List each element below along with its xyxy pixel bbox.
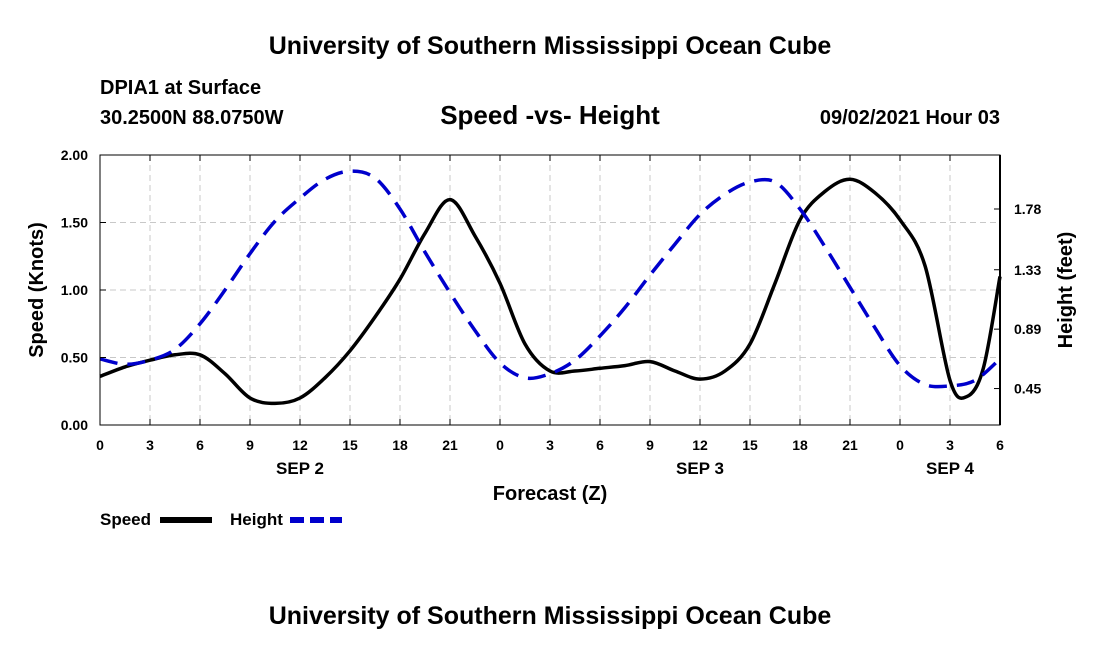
- x-tick-label: 3: [546, 437, 554, 453]
- y-axis-left-label: Speed (Knots): [26, 222, 48, 358]
- y-right-tick-label: 1.33: [1014, 262, 1041, 278]
- y-left-tick-label: 2.00: [61, 147, 88, 163]
- station-label: DPIA1 at Surface: [100, 77, 261, 99]
- x-tick-label: 18: [792, 437, 808, 453]
- y-axis-right-label: Height (feet): [1055, 232, 1077, 349]
- x-tick-label: 3: [146, 437, 154, 453]
- x-tick-label: 0: [896, 437, 904, 453]
- y-left-tick-label: 0.50: [61, 350, 88, 366]
- bottom-title: University of Southern Mississippi Ocean…: [269, 602, 832, 630]
- x-tick-label: 12: [692, 437, 708, 453]
- run-time-label: 09/02/2021 Hour 03: [820, 107, 1000, 129]
- x-tick-label: 0: [96, 437, 104, 453]
- x-tick-label: 6: [596, 437, 604, 453]
- series-layer: [99, 169, 1002, 406]
- x-tick-label: 15: [342, 437, 358, 453]
- legend-label-height: Height: [230, 510, 283, 529]
- x-tick-label: 21: [842, 437, 858, 453]
- x-axis-label: Forecast (Z): [493, 483, 607, 505]
- series-line-height: [99, 169, 1002, 389]
- y-left-tick-label: 1.50: [61, 215, 88, 231]
- x-tick-label: 21: [442, 437, 458, 453]
- y-right-tick-label: 0.89: [1014, 321, 1041, 337]
- grid: [100, 155, 1000, 425]
- date-label: SEP 2: [276, 459, 324, 478]
- location-label: 30.2500N 88.0750W: [100, 107, 284, 129]
- x-tick-label: 9: [246, 437, 254, 453]
- x-tick-label: 0: [496, 437, 504, 453]
- x-tick-label: 9: [646, 437, 654, 453]
- x-tick-label: 3: [946, 437, 954, 453]
- legend: Speed Height: [100, 510, 342, 529]
- top-title: University of Southern Mississippi Ocean…: [269, 32, 832, 60]
- x-tick-label: 18: [392, 437, 408, 453]
- x-tick-label: 12: [292, 437, 308, 453]
- chart-title: Speed -vs- Height: [440, 100, 660, 130]
- x-tick-label: 6: [196, 437, 204, 453]
- y-right-tick-label: 0.45: [1014, 381, 1041, 397]
- x-tick-label: 15: [742, 437, 758, 453]
- y-right-tick-label: 1.78: [1014, 201, 1041, 217]
- y-left-tick-label: 0.00: [61, 417, 88, 433]
- x-tick-label: 6: [996, 437, 1004, 453]
- y-left-tick-label: 1.00: [61, 282, 88, 298]
- date-label: SEP 4: [926, 459, 974, 478]
- ticks-layer: 0 3 6 9 12 15 18 21 0 3 6 9 12 15 18 21 0 3 6 0.00 0.50 1.00 1…: [61, 147, 1042, 478]
- legend-label-speed: Speed: [100, 510, 151, 529]
- series-line-speed: [99, 177, 1002, 406]
- date-label: SEP 3: [676, 459, 724, 478]
